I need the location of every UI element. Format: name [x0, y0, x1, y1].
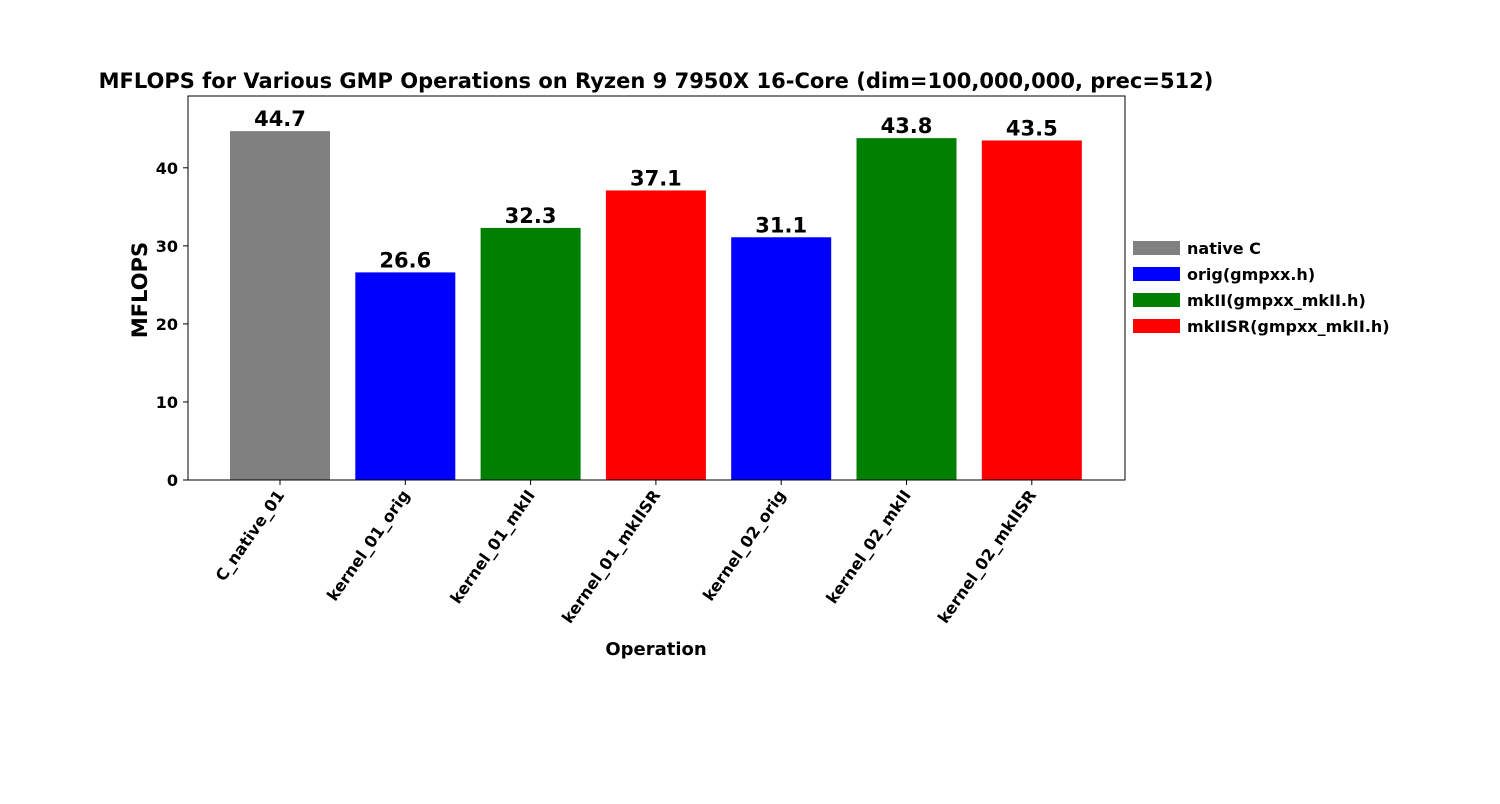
bar-kernel_02_orig — [731, 237, 832, 480]
bar-kernel_02_mkIISR — [981, 140, 1082, 481]
y-tick-label: 20 — [156, 315, 178, 334]
x-tick-label: kernel_01_mkIISR — [558, 486, 664, 626]
value-label: 44.7 — [254, 107, 306, 131]
legend-swatch — [1133, 293, 1180, 307]
value-label: 43.8 — [881, 114, 933, 138]
legend-label: mkII(gmpxx_mkII.h) — [1187, 291, 1366, 310]
x-tick-label: kernel_02_mkIISR — [934, 486, 1040, 626]
bar-C_native_01 — [230, 131, 330, 480]
x-tick-label: C_native_01 — [212, 486, 289, 584]
x-tick-label: kernel_02_mkII — [822, 486, 915, 607]
bars-layer: 44.7 26.6 32.3 37.1 31.1 43.8 43.5 — [230, 107, 1082, 481]
value-label: 31.1 — [755, 213, 807, 237]
value-label: 37.1 — [630, 166, 682, 190]
y-tick-label: 40 — [156, 159, 178, 178]
y-tick-label: 0 — [167, 471, 178, 490]
x-tick-label: kernel_01_mkII — [446, 486, 539, 607]
legend: native C orig(gmpxx.h) mkII(gmpxx_mkII.h)m… — [1133, 239, 1390, 336]
y-axis-label: MFLOPS — [128, 242, 152, 338]
bar-kernel_01_orig — [355, 272, 456, 480]
y-tick-label: 10 — [156, 393, 178, 412]
value-label: 26.6 — [379, 248, 431, 272]
value-label: 43.5 — [1006, 116, 1058, 140]
y-tick-label: 30 — [156, 237, 178, 256]
legend-swatch — [1133, 241, 1180, 255]
x-axis-label: Operation — [605, 639, 706, 660]
legend-swatch — [1133, 319, 1180, 333]
plot-area-frame — [187, 95, 1126, 481]
legend-swatch — [1133, 267, 1180, 281]
legend-label: native C — [1187, 239, 1261, 258]
bar-kernel_02_mkII — [856, 138, 957, 480]
legend-label: orig(gmpxx.h) — [1187, 265, 1315, 284]
value-label: 32.3 — [505, 204, 557, 228]
chart-title: MFLOPS for Various GMP Operations on Ryz… — [99, 69, 1214, 93]
bar-kernel_01_mkII — [480, 227, 581, 480]
legend-label: mkIISR(gmpxx_mkII.h) — [1187, 317, 1390, 336]
bar-kernel_01_mkIISR — [605, 190, 706, 480]
x-tick-label: kernel_02_orig — [699, 486, 790, 604]
x-tick-label: kernel_01_orig — [323, 486, 414, 604]
